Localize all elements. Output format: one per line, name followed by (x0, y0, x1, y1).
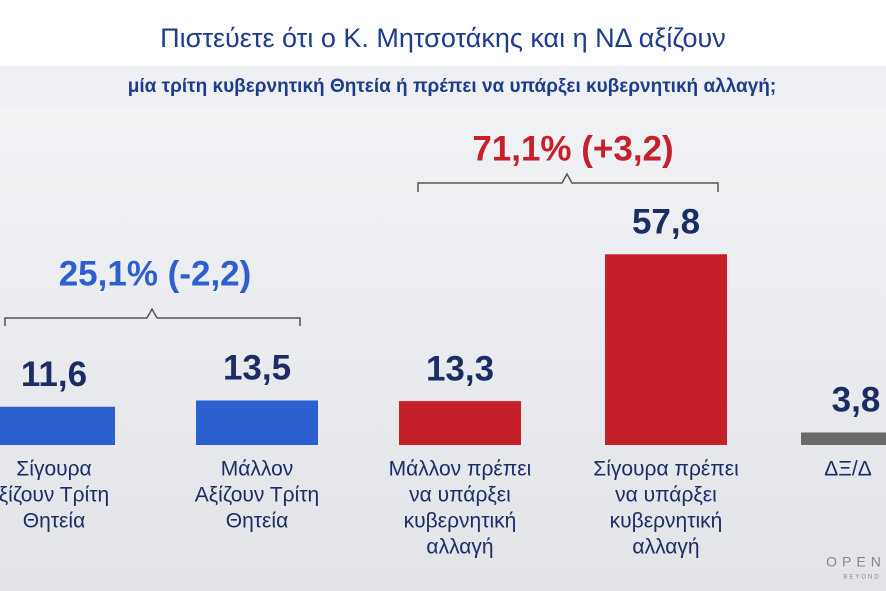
bracket (417, 172, 719, 192)
x-tick-label: Μάλλον (221, 458, 294, 481)
x-tick-label: Θητεία (226, 510, 288, 533)
x-tick-label: κυβερνητική (610, 510, 723, 533)
title-band (0, 0, 886, 66)
logo: BEYOND (843, 575, 880, 581)
x-tick-label: να υπάρξει (615, 484, 717, 507)
x-tick-label: ξίζουν Τρίτη (0, 484, 109, 507)
x-tick-label: Σίγουρα (16, 458, 91, 481)
x-tick-label: ΔΞ/Δ (824, 458, 872, 481)
bracket (4, 307, 301, 326)
x-tick-label: αλλαγή (632, 536, 699, 559)
value-label: 13,3 (426, 349, 494, 388)
value-label: 11,6 (21, 355, 87, 394)
x-tick-label: Σίγουρα πρέπει (593, 458, 739, 481)
bar (196, 400, 318, 445)
logo: OPEN (826, 554, 886, 570)
x-tick-label: να υπάρξει (409, 484, 511, 507)
x-tick-label: Μάλλον πρέπει (389, 458, 532, 481)
value-label: 57,8 (632, 203, 700, 242)
chart-subtitle: μία τρίτη κυβερνητική Θητεία ή πρέπει να… (128, 76, 776, 97)
x-tick-label: Θητεία (23, 510, 85, 533)
annotation: 71,1% (+3,2) (472, 129, 673, 168)
bar (801, 432, 886, 445)
subtitle-band (0, 66, 886, 108)
value-label: 3,8 (832, 381, 881, 420)
x-tick-label: αλλαγή (426, 536, 493, 559)
bar (0, 406, 115, 445)
x-tick-label: κυβερνητική (404, 510, 517, 533)
value-label: 13,5 (223, 349, 291, 388)
x-tick-label: Αξίζουν Τρίτη (195, 484, 319, 507)
chart-title: Πιστεύετε ότι ο Κ. Μητσοτάκης και η ΝΔ α… (160, 23, 726, 53)
bar (605, 254, 727, 445)
annotation: 25,1% (-2,2) (59, 254, 252, 293)
bar (399, 401, 521, 445)
